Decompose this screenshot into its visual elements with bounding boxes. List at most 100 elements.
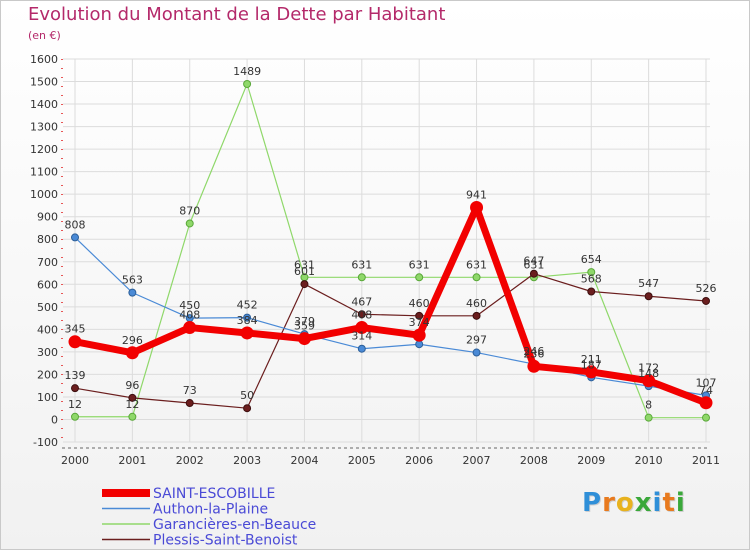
data-label-saint-escobille: 384 (237, 314, 258, 327)
data-label-garanci-res-en-beauce: 631 (294, 258, 315, 271)
x-tick-label: 2004 (290, 454, 318, 467)
logo-letter: x (634, 488, 653, 518)
series-line-plessis-saint-benoist (74, 273, 707, 409)
data-point-plessis-saint-benoist (702, 296, 710, 305)
data-label-authon-la-plaine: 450 (179, 299, 200, 312)
data-point-saint-escobille (527, 359, 541, 373)
x-tick-label: 2002 (176, 454, 204, 467)
data-label-plessis-saint-benoist: 96 (125, 379, 139, 392)
data-label-plessis-saint-benoist: 460 (466, 297, 487, 310)
x-tick-label: 2010 (635, 454, 663, 467)
data-label-garanci-res-en-beauce: 631 (351, 258, 372, 271)
value-label-layer: 12 12 870 1489 631 631 631 631 631 654 8 139 96 73 50 6… (65, 65, 717, 412)
data-point-saint-escobille (412, 328, 426, 342)
data-point-garanci-res-en-beauce (243, 80, 252, 89)
data-label-saint-escobille: 172 (638, 362, 659, 375)
data-point-saint-escobille (642, 374, 656, 388)
data-label-saint-escobille: 359 (294, 320, 315, 333)
data-label-garanci-res-en-beauce: 1489 (233, 65, 261, 78)
data-label-garanci-res-en-beauce: 12 (125, 398, 139, 411)
data-label-authon-la-plaine: 808 (65, 218, 86, 231)
data-point-garanci-res-en-beauce (357, 273, 366, 282)
data-point-garanci-res-en-beauce (71, 412, 79, 421)
data-label-saint-escobille: 408 (351, 309, 372, 322)
data-point-authon-la-plaine (472, 348, 481, 357)
data-point-authon-la-plaine (357, 344, 366, 353)
data-point-plessis-saint-benoist (185, 399, 194, 408)
y-tick-label: 800 (37, 233, 58, 246)
data-label-saint-escobille: 236 (523, 347, 544, 360)
logo-letter: i (675, 488, 686, 518)
data-point-saint-escobille (584, 365, 598, 379)
y-tick-label: 1600 (30, 53, 58, 66)
data-label-plessis-saint-benoist: 526 (696, 282, 717, 295)
y-tick-label: 1500 (30, 76, 58, 89)
series-line-authon-la-plaine (74, 237, 707, 396)
logo-letter: r (602, 488, 616, 518)
legend: SAINT-ESCOBILLEAuthon-la-PlaineGarancièr… (102, 486, 316, 549)
x-tick-label: 2005 (348, 454, 376, 467)
y-tick-label: 900 (37, 211, 58, 224)
logo-letter: i (652, 488, 663, 518)
chart-title: Evolution du Montant de la Dette par Hab… (28, 4, 446, 25)
data-label-plessis-saint-benoist: 50 (240, 389, 254, 402)
y-tick-label: 300 (37, 346, 58, 359)
data-label-authon-la-plaine: 246 (523, 345, 544, 358)
series-line-garanci-res-en-beauce (75, 83, 706, 419)
data-point-garanci-res-en-beauce (702, 413, 710, 422)
legend-label: Garancières-en-Beauce (153, 517, 316, 533)
y-tick-label: 1300 (30, 121, 58, 134)
data-label-authon-la-plaine: 314 (351, 330, 372, 343)
data-point-authon-la-plaine (71, 233, 79, 242)
data-point-plessis-saint-benoist (587, 287, 596, 296)
data-label-authon-la-plaine: 148 (638, 367, 659, 380)
data-label-plessis-saint-benoist: 601 (294, 265, 315, 278)
data-label-authon-la-plaine: 379 (294, 315, 315, 328)
y-tick-label: 700 (37, 256, 58, 269)
x-tick-label: 2000 (61, 454, 89, 467)
data-label-plessis-saint-benoist: 460 (409, 297, 430, 310)
data-label-garanci-res-en-beauce: 631 (409, 258, 430, 271)
data-point-saint-escobille (699, 396, 713, 410)
y-tick-label: 1400 (30, 98, 58, 111)
data-point-saint-escobille (240, 326, 254, 340)
data-point-garanci-res-en-beauce (587, 268, 596, 277)
data-label-garanci-res-en-beauce: 631 (466, 258, 487, 271)
data-label-authon-la-plaine: 297 (466, 334, 487, 347)
y-tick-label: 1000 (30, 188, 58, 201)
series-line-saint-escobille (74, 203, 708, 407)
data-label-saint-escobille: 941 (466, 188, 487, 201)
data-label-garanci-res-en-beauce: 8 (645, 399, 652, 412)
y-tick-label: 500 (37, 301, 58, 314)
data-point-saint-escobille (355, 321, 369, 335)
data-point-garanci-res-en-beauce (415, 273, 424, 282)
data-label-authon-la-plaine: 107 (696, 376, 717, 389)
data-label-authon-la-plaine: 563 (122, 274, 143, 287)
data-point-garanci-res-en-beauce (185, 219, 194, 228)
data-label-saint-escobille: 408 (179, 309, 200, 322)
data-point-garanci-res-en-beauce (644, 413, 653, 422)
x-tick-label: 2009 (577, 454, 605, 467)
data-label-garanci-res-en-beauce: 654 (581, 253, 602, 266)
axis-layer: -100 0 100 200 300 400 500 600 700 800 900 1000 1100… (30, 53, 720, 467)
y-tick-label: 600 (37, 278, 58, 291)
y-tick-label: 400 (37, 323, 58, 336)
logo-letter: t (662, 488, 676, 518)
data-point-saint-escobille (470, 200, 484, 214)
data-point-plessis-saint-benoist (357, 310, 366, 319)
data-label-plessis-saint-benoist: 647 (523, 255, 544, 268)
proxiti-logo: Proxiti (582, 488, 686, 518)
logo-letter: o (615, 488, 635, 518)
y-tick-label: -100 (33, 436, 58, 449)
data-point-garanci-res-en-beauce (472, 273, 481, 282)
data-point-plessis-saint-benoist (415, 311, 424, 320)
x-tick-label: 2008 (520, 454, 548, 467)
x-tick-label: 2003 (233, 454, 261, 467)
data-label-plessis-saint-benoist: 568 (581, 273, 602, 286)
logo-letter: P (582, 488, 603, 518)
data-label-garanci-res-en-beauce: 870 (179, 204, 200, 217)
data-point-saint-escobille (125, 346, 139, 360)
grid-layer (63, 58, 710, 443)
